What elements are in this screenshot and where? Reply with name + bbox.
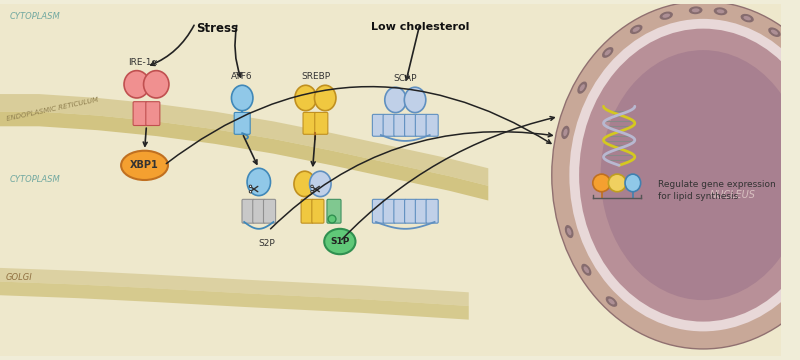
Polygon shape [0, 282, 469, 320]
Ellipse shape [385, 87, 406, 113]
Text: SREBP: SREBP [301, 72, 330, 81]
FancyBboxPatch shape [426, 199, 438, 223]
FancyBboxPatch shape [372, 114, 385, 136]
FancyBboxPatch shape [405, 199, 417, 223]
Ellipse shape [771, 30, 778, 35]
Ellipse shape [250, 185, 252, 188]
FancyBboxPatch shape [303, 112, 316, 134]
Ellipse shape [250, 190, 252, 193]
Ellipse shape [310, 190, 314, 193]
Ellipse shape [124, 71, 150, 98]
Ellipse shape [562, 126, 570, 139]
Ellipse shape [791, 46, 798, 51]
FancyBboxPatch shape [133, 102, 147, 126]
FancyBboxPatch shape [242, 199, 254, 223]
Ellipse shape [310, 171, 331, 197]
Ellipse shape [789, 43, 800, 54]
Ellipse shape [714, 7, 727, 15]
Text: S2P: S2P [258, 239, 275, 248]
Text: S1P: S1P [330, 237, 350, 246]
FancyBboxPatch shape [234, 112, 250, 134]
FancyBboxPatch shape [146, 102, 160, 126]
FancyBboxPatch shape [405, 114, 417, 136]
Ellipse shape [609, 174, 626, 192]
Ellipse shape [659, 12, 673, 20]
Ellipse shape [743, 16, 751, 21]
Ellipse shape [567, 228, 571, 235]
Ellipse shape [605, 49, 611, 55]
FancyBboxPatch shape [301, 199, 313, 223]
Ellipse shape [552, 1, 800, 349]
Ellipse shape [294, 171, 315, 197]
Text: ENDOPLASMIC RETICULUM: ENDOPLASMIC RETICULUM [6, 97, 99, 122]
FancyBboxPatch shape [383, 114, 395, 136]
FancyBboxPatch shape [383, 199, 395, 223]
Ellipse shape [741, 14, 754, 22]
Ellipse shape [578, 81, 587, 94]
Ellipse shape [579, 29, 800, 321]
FancyBboxPatch shape [415, 199, 427, 223]
Text: XBP1: XBP1 [130, 160, 159, 170]
Ellipse shape [314, 85, 336, 111]
Ellipse shape [630, 25, 642, 34]
Ellipse shape [565, 225, 574, 238]
FancyBboxPatch shape [372, 199, 385, 223]
Ellipse shape [601, 50, 800, 300]
Ellipse shape [570, 19, 800, 331]
Ellipse shape [404, 87, 426, 113]
Ellipse shape [582, 264, 591, 276]
FancyBboxPatch shape [426, 114, 438, 136]
Ellipse shape [593, 174, 610, 192]
Ellipse shape [602, 47, 614, 58]
Ellipse shape [247, 168, 270, 195]
Text: CYTOPLASM: CYTOPLASM [10, 175, 61, 184]
Ellipse shape [689, 6, 702, 14]
FancyBboxPatch shape [394, 114, 406, 136]
Text: ATF6: ATF6 [231, 72, 253, 81]
Ellipse shape [579, 84, 585, 91]
Text: IRE-1α: IRE-1α [128, 58, 158, 67]
FancyBboxPatch shape [253, 199, 265, 223]
Ellipse shape [717, 9, 725, 13]
Polygon shape [0, 94, 488, 186]
Text: Low cholesterol: Low cholesterol [370, 22, 469, 32]
Ellipse shape [583, 266, 589, 273]
FancyBboxPatch shape [312, 199, 324, 223]
Ellipse shape [121, 151, 168, 180]
Ellipse shape [231, 85, 253, 111]
FancyBboxPatch shape [394, 199, 406, 223]
Ellipse shape [328, 215, 336, 223]
Text: CYTOPLASM: CYTOPLASM [10, 12, 61, 21]
Polygon shape [0, 112, 488, 201]
FancyBboxPatch shape [314, 112, 328, 134]
FancyBboxPatch shape [263, 199, 275, 223]
Text: NUCLEUS: NUCLEUS [710, 190, 755, 200]
Ellipse shape [324, 229, 355, 254]
Text: Stress: Stress [196, 22, 238, 35]
FancyBboxPatch shape [415, 114, 427, 136]
Ellipse shape [608, 299, 614, 305]
Ellipse shape [606, 296, 618, 307]
Ellipse shape [143, 71, 169, 98]
Text: GOLGI: GOLGI [6, 273, 33, 282]
Polygon shape [0, 268, 469, 306]
Ellipse shape [310, 185, 314, 188]
FancyBboxPatch shape [327, 199, 341, 223]
Ellipse shape [633, 27, 640, 32]
Ellipse shape [768, 27, 781, 37]
Text: Regulate gene expression
for lipid synthesis: Regulate gene expression for lipid synth… [658, 180, 776, 202]
Ellipse shape [625, 174, 641, 192]
Ellipse shape [692, 8, 699, 12]
Ellipse shape [662, 14, 670, 18]
Ellipse shape [295, 85, 317, 111]
Ellipse shape [563, 129, 567, 136]
Text: SCAP: SCAP [394, 74, 417, 83]
